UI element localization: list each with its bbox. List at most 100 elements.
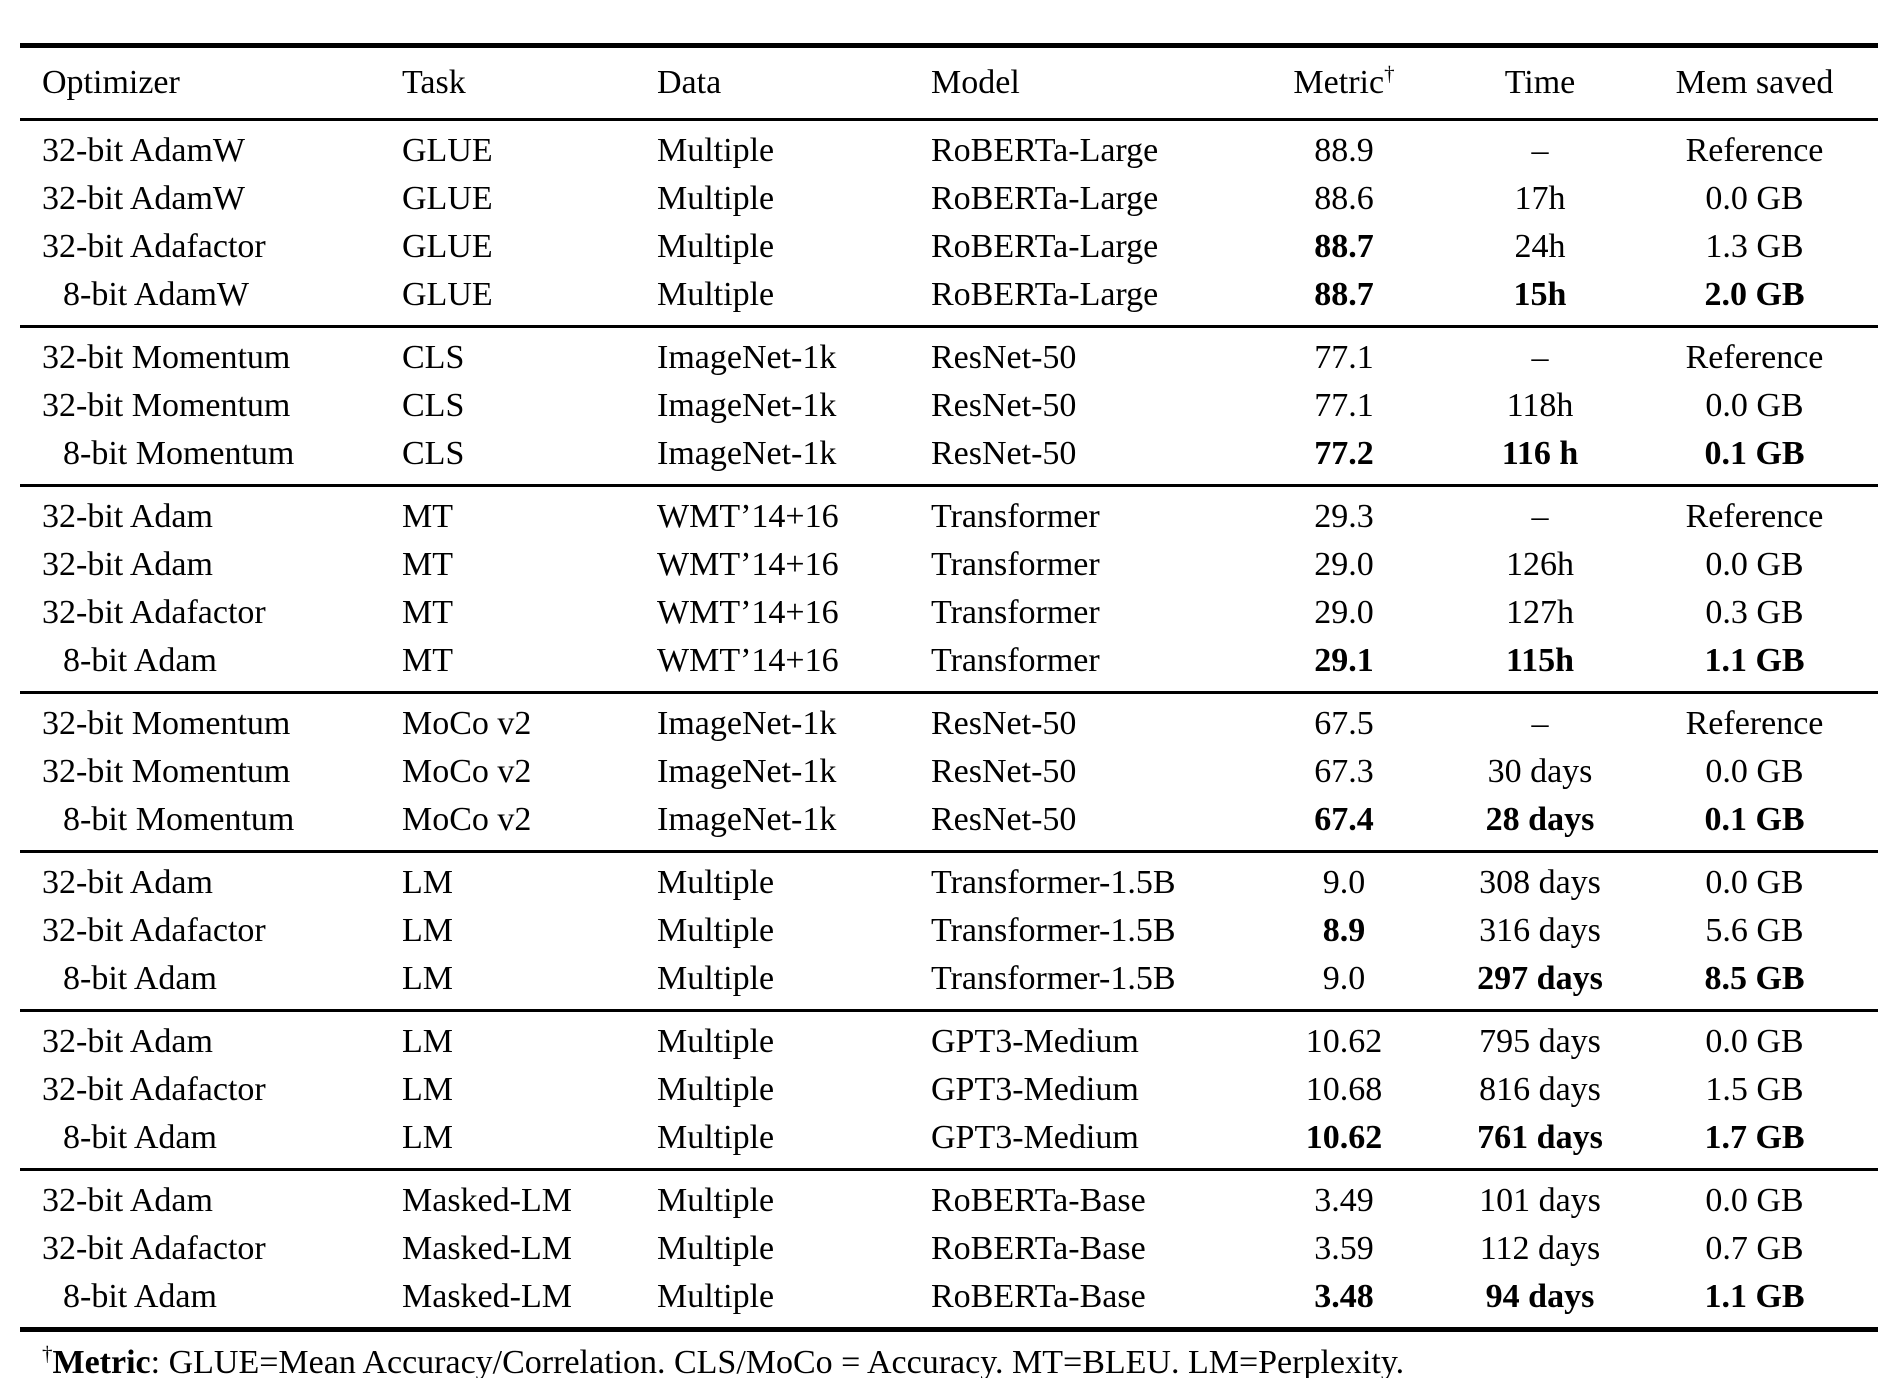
cell-model: Transformer bbox=[931, 642, 1100, 679]
cell-time: – bbox=[1531, 339, 1549, 376]
cell-optimizer: 8-bit Momentum bbox=[63, 435, 295, 472]
cell-optimizer: 32-bit Momentum bbox=[42, 705, 291, 742]
cell-metric: 77.1 bbox=[1314, 387, 1374, 424]
cell-optimizer: 32-bit Adam bbox=[42, 1023, 213, 1060]
cell-model: ResNet-50 bbox=[931, 801, 1077, 838]
cell-model: GPT3-Medium bbox=[931, 1071, 1139, 1108]
row-group: 32-bit Adam LM Multiple GPT3-Medium 10.62 795… bbox=[20, 1010, 1878, 1170]
cell-metric: 10.62 bbox=[1305, 1119, 1383, 1156]
cell-task: MT bbox=[402, 498, 453, 535]
footnote-text: : GLUE=Mean Accuracy/Correlation. CLS/Mo… bbox=[150, 1344, 1405, 1378]
table-footnote: †Metric: GLUE=Mean Accuracy/Correlation.… bbox=[20, 1341, 1878, 1378]
cell-mem-saved: 8.5 GB bbox=[1704, 960, 1805, 997]
cell-mem-saved: 0.0 GB bbox=[1705, 546, 1804, 583]
cell-time: – bbox=[1531, 705, 1549, 742]
cell-metric: 88.6 bbox=[1314, 180, 1374, 217]
cell-time: 17h bbox=[1514, 180, 1566, 217]
cell-time: 94 days bbox=[1485, 1278, 1595, 1315]
cell-model: Transformer bbox=[931, 498, 1100, 535]
cell-task: CLS bbox=[402, 387, 465, 424]
table-row: 32-bit Adam MT WMT’14+16 Transformer 29.3 – Re… bbox=[20, 486, 1878, 542]
cell-mem-saved: 1.5 GB bbox=[1705, 1071, 1804, 1108]
cell-optimizer: 8-bit Momentum bbox=[63, 801, 295, 838]
table-row: 32-bit Adafactor MT WMT’14+16 Transformer 29… bbox=[20, 589, 1878, 637]
dagger-icon: † bbox=[42, 1341, 53, 1366]
table-row: 32-bit Adafactor LM Multiple Transformer-1.… bbox=[20, 907, 1878, 955]
cell-time: 112 days bbox=[1479, 1230, 1601, 1267]
cell-model: ResNet-50 bbox=[931, 339, 1077, 376]
cell-model: RoBERTa-Base bbox=[931, 1230, 1146, 1267]
cell-data: WMT’14+16 bbox=[657, 594, 839, 631]
table-row: 32-bit AdamW GLUE Multiple RoBERTa-Large 88.… bbox=[20, 120, 1878, 176]
table-row: 32-bit Adafactor Masked-LM Multiple RoBERTa… bbox=[20, 1225, 1878, 1273]
cell-model: GPT3-Medium bbox=[931, 1023, 1139, 1060]
table-row: 32-bit Adam LM Multiple GPT3-Medium 10.62 795… bbox=[20, 1011, 1878, 1067]
cell-metric: 88.7 bbox=[1314, 228, 1374, 265]
cell-mem-saved: 0.7 GB bbox=[1705, 1230, 1804, 1267]
cell-model: ResNet-50 bbox=[931, 753, 1077, 790]
table-row: 32-bit Momentum MoCo v2 ImageNet-1k ResNet-… bbox=[20, 693, 1878, 749]
cell-model: Transformer bbox=[931, 594, 1100, 631]
cell-model: Transformer bbox=[931, 546, 1100, 583]
cell-metric: 29.0 bbox=[1314, 546, 1374, 583]
cell-mem-saved: Reference bbox=[1685, 132, 1824, 169]
cell-time: 126h bbox=[1506, 546, 1574, 583]
cell-time: 15h bbox=[1513, 276, 1567, 313]
col-header-optimizer: Optimizer bbox=[20, 45, 380, 121]
cell-data: WMT’14+16 bbox=[657, 642, 839, 679]
cell-mem-saved: 0.0 GB bbox=[1705, 180, 1804, 217]
cell-task: MoCo v2 bbox=[402, 801, 532, 838]
cell-model: Transformer-1.5B bbox=[931, 912, 1176, 949]
cell-task: Masked-LM bbox=[402, 1278, 572, 1315]
cell-time: – bbox=[1531, 132, 1549, 169]
cell-data: ImageNet-1k bbox=[657, 435, 837, 472]
cell-model: ResNet-50 bbox=[931, 435, 1077, 472]
cell-mem-saved: 0.0 GB bbox=[1705, 1182, 1804, 1219]
cell-task: CLS bbox=[402, 339, 465, 376]
table-row: 8-bit Adam LM Multiple GPT3-Medium 10.62 761 … bbox=[20, 1114, 1878, 1170]
cell-mem-saved: Reference bbox=[1685, 339, 1824, 376]
cell-mem-saved: 2.0 GB bbox=[1704, 276, 1805, 313]
cell-mem-saved: 0.0 GB bbox=[1705, 1023, 1804, 1060]
cell-data: Multiple bbox=[657, 1182, 775, 1219]
cell-optimizer: 32-bit AdamW bbox=[42, 180, 246, 217]
cell-data: Multiple bbox=[657, 912, 775, 949]
cell-optimizer: 32-bit Adafactor bbox=[42, 594, 266, 631]
results-table: Optimizer Task Data Model Metric† Time Mem sav… bbox=[20, 43, 1878, 1332]
row-group: 32-bit AdamW GLUE Multiple RoBERTa-Large 88.… bbox=[20, 119, 1878, 327]
cell-optimizer: 32-bit Adafactor bbox=[42, 228, 266, 265]
cell-time: 127h bbox=[1506, 594, 1574, 631]
cell-optimizer: 32-bit Momentum bbox=[42, 753, 291, 790]
cell-model: Transformer-1.5B bbox=[931, 864, 1176, 901]
table-row: 32-bit Adafactor LM Multiple GPT3-Medium 10.… bbox=[20, 1066, 1878, 1114]
cell-time: 297 days bbox=[1477, 960, 1603, 997]
cell-task: GLUE bbox=[402, 228, 493, 265]
cell-time: 101 days bbox=[1479, 1182, 1601, 1219]
cell-task: GLUE bbox=[402, 276, 493, 313]
cell-metric: 29.0 bbox=[1314, 594, 1374, 631]
cell-mem-saved: 0.0 GB bbox=[1705, 387, 1804, 424]
cell-optimizer: 32-bit Momentum bbox=[42, 387, 291, 424]
cell-model: ResNet-50 bbox=[931, 387, 1077, 424]
cell-mem-saved: 0.1 GB bbox=[1704, 801, 1805, 838]
cell-optimizer: 32-bit Adafactor bbox=[42, 1230, 266, 1267]
cell-mem-saved: 1.7 GB bbox=[1704, 1119, 1805, 1156]
cell-mem-saved: 1.3 GB bbox=[1705, 228, 1804, 265]
table-row: 32-bit Adam Masked-LM Multiple RoBERTa-Base… bbox=[20, 1170, 1878, 1226]
cell-task: LM bbox=[402, 1071, 453, 1108]
cell-metric: 8.9 bbox=[1322, 912, 1366, 949]
cell-metric: 3.49 bbox=[1314, 1182, 1374, 1219]
cell-time: 308 days bbox=[1479, 864, 1601, 901]
cell-model: RoBERTa-Large bbox=[931, 132, 1159, 169]
cell-task: MT bbox=[402, 594, 453, 631]
cell-metric: 67.4 bbox=[1314, 801, 1374, 838]
cell-task: LM bbox=[402, 864, 453, 901]
cell-task: MoCo v2 bbox=[402, 753, 532, 790]
cell-data: Multiple bbox=[657, 180, 775, 217]
table-row: 32-bit Momentum CLS ImageNet-1k ResNet-50 77… bbox=[20, 382, 1878, 430]
cell-task: LM bbox=[402, 912, 453, 949]
row-group: 32-bit Momentum MoCo v2 ImageNet-1k ResNet-… bbox=[20, 692, 1878, 852]
col-header-data: Data bbox=[635, 45, 909, 121]
cell-optimizer: 32-bit Adafactor bbox=[42, 912, 266, 949]
